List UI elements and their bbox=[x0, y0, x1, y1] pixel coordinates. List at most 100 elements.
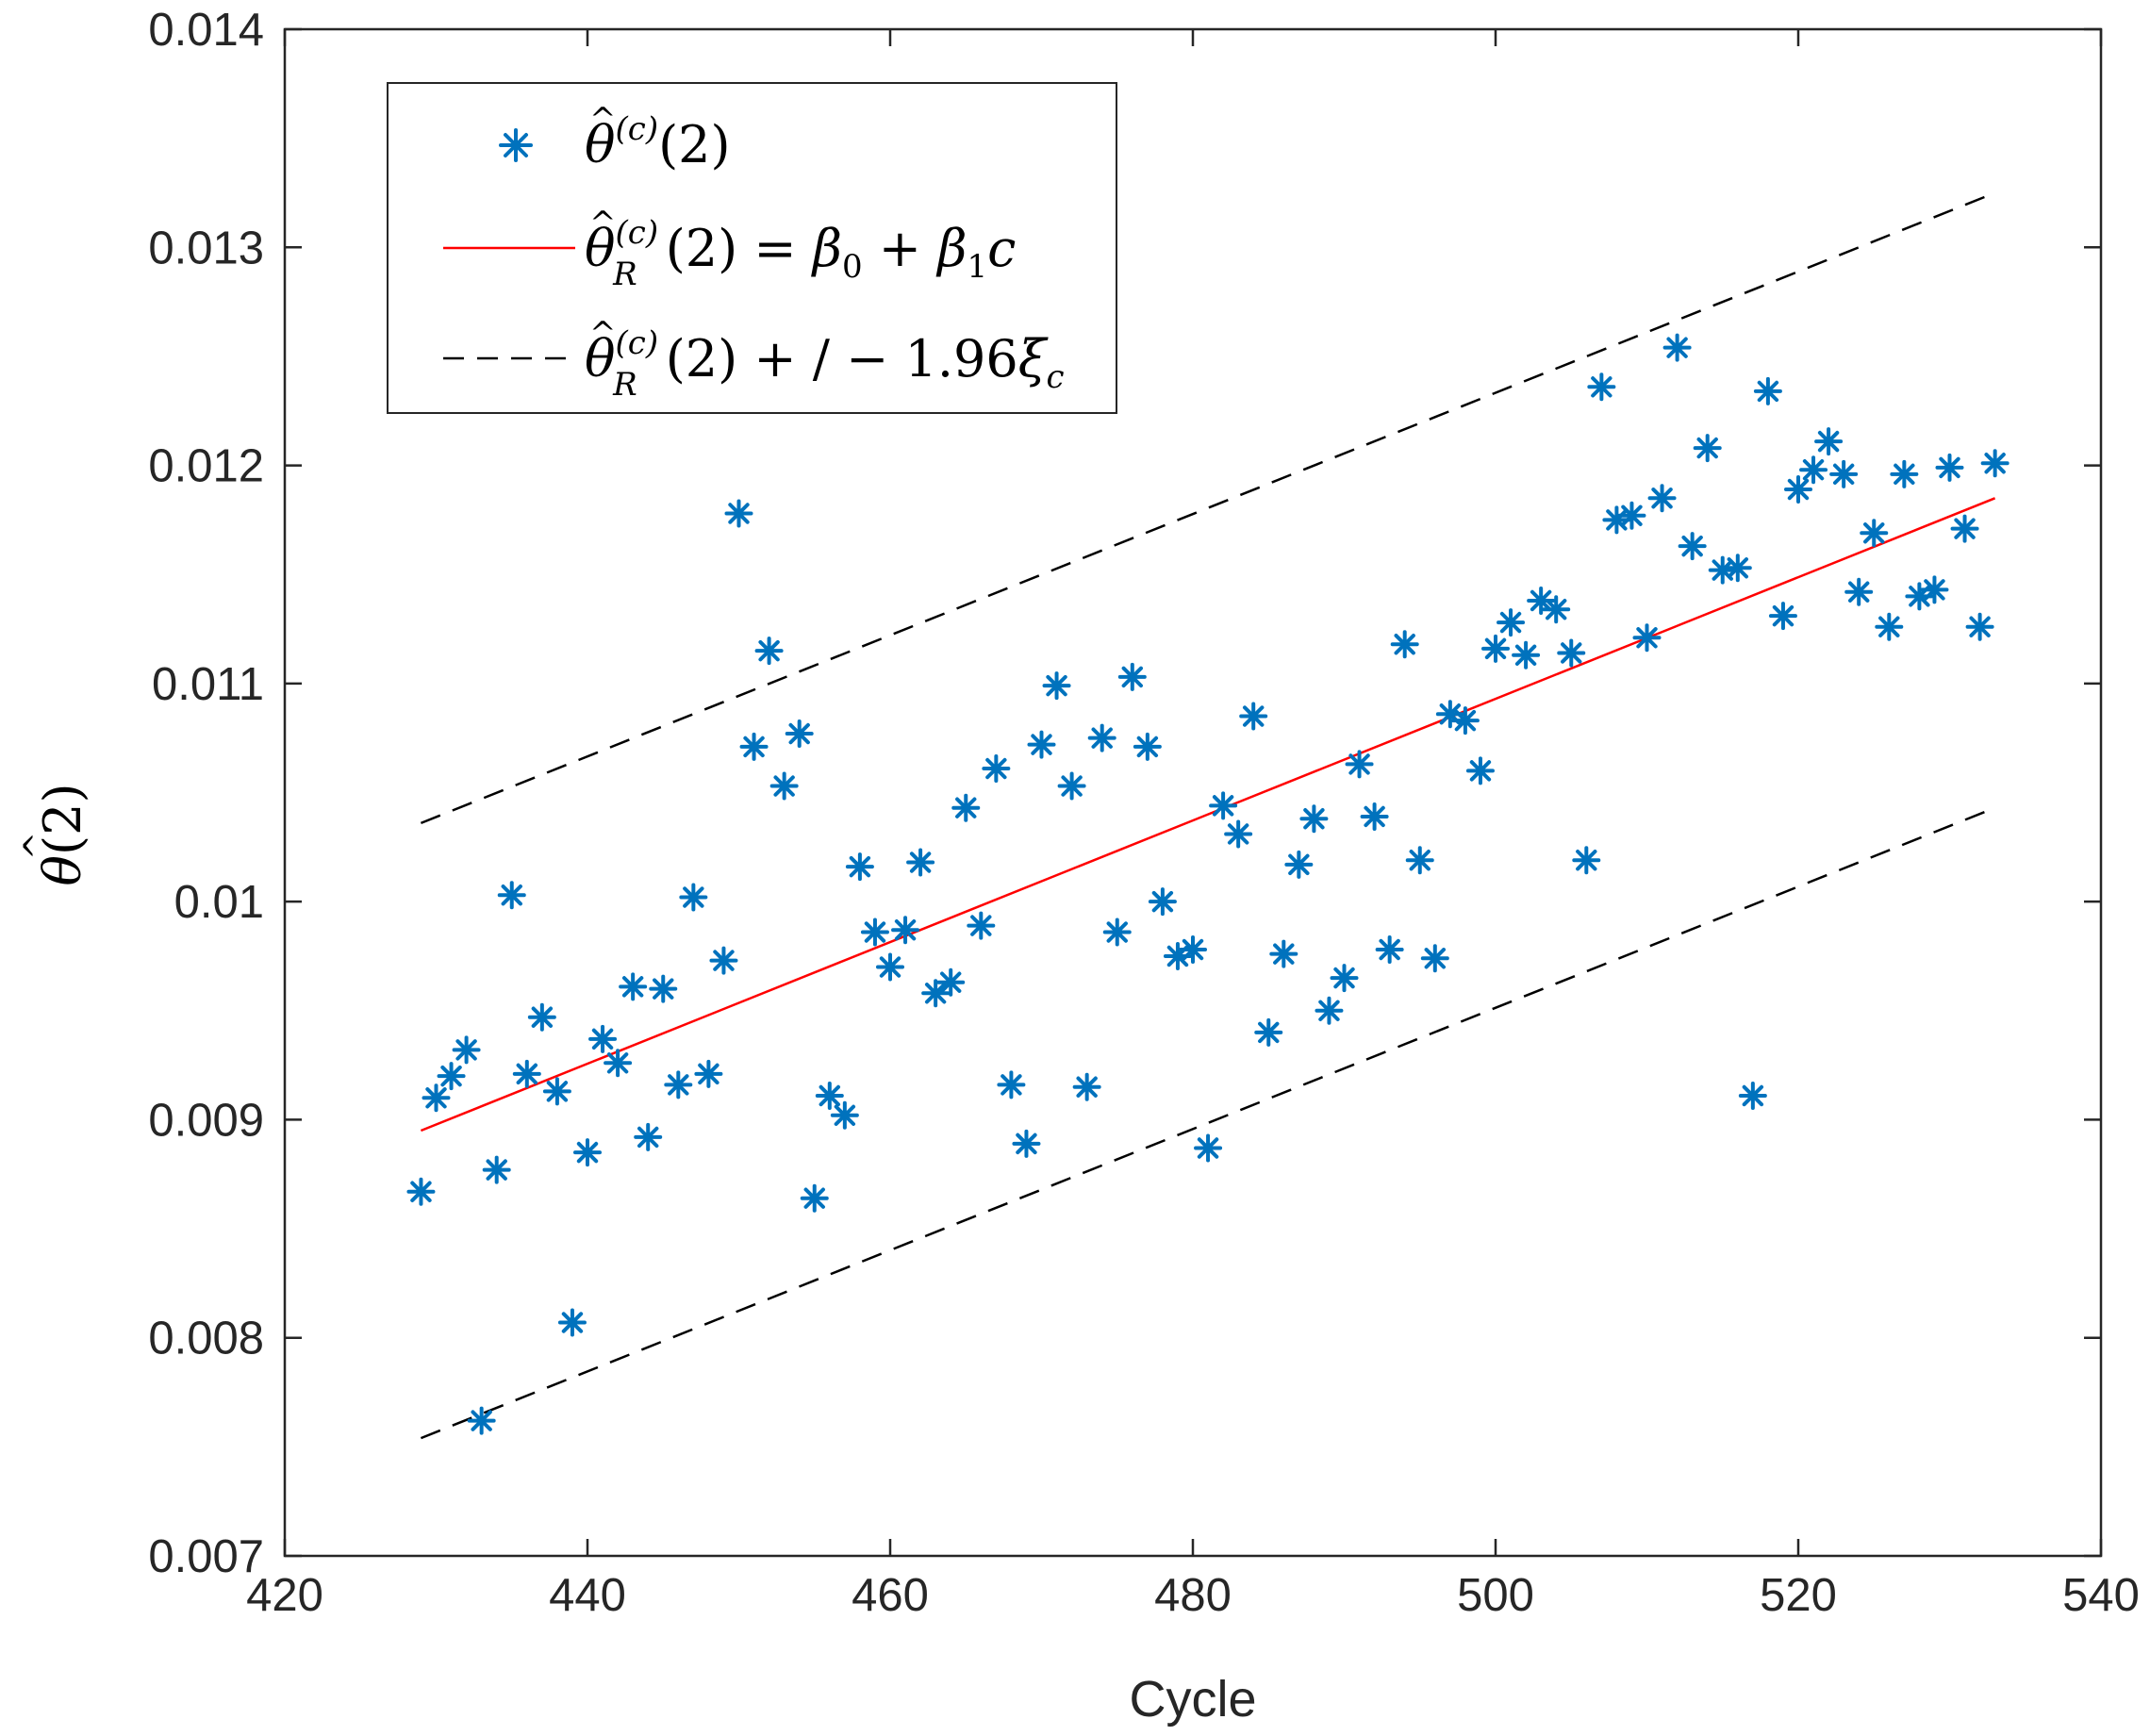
scatter-point bbox=[1194, 1133, 1223, 1163]
scatter-point bbox=[649, 974, 678, 1003]
scatter-point bbox=[1753, 376, 1782, 405]
ticks-layer: 420 440 460 480 500 520 540 0.007 0.008 0.009 0.01… bbox=[148, 5, 2140, 1621]
scatter-point bbox=[967, 911, 996, 940]
scatter-point bbox=[1662, 333, 1692, 362]
scatter-point bbox=[1375, 935, 1404, 965]
scatter-point bbox=[1814, 427, 1844, 456]
scatter-point bbox=[557, 1308, 587, 1337]
scatter-point bbox=[739, 732, 769, 761]
legend-scatter-marker bbox=[499, 128, 533, 162]
scatter-point bbox=[542, 1077, 571, 1106]
scatter-point bbox=[1844, 577, 1874, 606]
scatter-point bbox=[1542, 595, 1571, 624]
regression-line bbox=[420, 497, 1996, 1133]
scatter-point bbox=[1738, 1081, 1767, 1110]
scatter-point bbox=[1829, 459, 1859, 488]
scatter-point bbox=[936, 967, 966, 997]
scatter-point bbox=[1693, 434, 1722, 463]
scatter-point bbox=[1965, 612, 1994, 641]
scatter-point bbox=[1572, 846, 1601, 875]
scatter-point bbox=[467, 1406, 496, 1435]
scatter-point bbox=[1315, 996, 1344, 1025]
legend-entry-bounds: θ(c) R (2) + / − 1.96ξc ^ bbox=[443, 315, 1065, 404]
scatter-point bbox=[997, 1070, 1026, 1099]
x-tick-label: 460 bbox=[852, 1570, 929, 1621]
y-tick-label: 0.012 bbox=[148, 441, 264, 492]
marks-layer bbox=[406, 191, 2009, 1440]
scatter-point bbox=[1360, 802, 1389, 831]
y-tick-label: 0.013 bbox=[148, 223, 264, 273]
scatter-point bbox=[406, 1177, 436, 1206]
scatter-point bbox=[860, 918, 889, 947]
scatter-point bbox=[1087, 723, 1116, 752]
x-axis-title: Cycle bbox=[1129, 1671, 1256, 1728]
scatter-point bbox=[1875, 612, 1904, 641]
scatter-point bbox=[1647, 484, 1677, 513]
scatter-point bbox=[1557, 638, 1586, 668]
scatter-point bbox=[1269, 939, 1298, 968]
scatter-point bbox=[1148, 887, 1177, 917]
scatter-point bbox=[1481, 634, 1510, 663]
scatter-point bbox=[830, 1100, 859, 1130]
scatter-point bbox=[1420, 944, 1449, 973]
scatter-point bbox=[1799, 455, 1828, 485]
scatter-point bbox=[1117, 662, 1147, 691]
x-tick-label: 480 bbox=[1154, 1570, 1232, 1621]
y-tick-label: 0.009 bbox=[148, 1095, 264, 1146]
scatter-point bbox=[1784, 475, 1812, 504]
scatter-point bbox=[1632, 623, 1662, 653]
scatter-point bbox=[588, 1024, 618, 1053]
scatter-point bbox=[512, 1059, 541, 1088]
x-tick-label: 540 bbox=[2062, 1570, 2140, 1621]
y-axis-title: θ(2) ^ bbox=[18, 783, 92, 885]
scatter-point bbox=[619, 972, 648, 1001]
scatter-point bbox=[1617, 501, 1646, 530]
scatter-point bbox=[1042, 671, 1071, 701]
scatter-point bbox=[573, 1138, 602, 1167]
upper-bound-line bbox=[420, 191, 1996, 825]
scatter-point bbox=[1768, 602, 1797, 631]
scatter-point bbox=[1012, 1129, 1041, 1158]
scatter-point bbox=[1027, 730, 1056, 759]
scatter-point bbox=[452, 1035, 481, 1065]
legend: θ(c)(2) ^ θ(c) R (2) = β0 + β1c ^ θ(c) R (2)… bbox=[387, 82, 1117, 414]
legend-entry-scatter: θ(c)(2) ^ bbox=[499, 101, 731, 174]
scatter-point bbox=[1133, 732, 1162, 761]
scatter-point bbox=[906, 848, 935, 877]
scatter-point bbox=[634, 1122, 663, 1151]
y-tick-label: 0.01 bbox=[174, 877, 264, 928]
scatter-point bbox=[951, 793, 981, 822]
scatter-point bbox=[1450, 706, 1480, 736]
scatter-point bbox=[604, 1049, 633, 1078]
scatter-point bbox=[891, 916, 920, 945]
scatter-point bbox=[1980, 449, 2009, 478]
scatter-point bbox=[1950, 514, 1979, 543]
scatter-point bbox=[815, 1081, 844, 1110]
scatter-point bbox=[679, 883, 708, 912]
scatter-point bbox=[1330, 964, 1359, 993]
x-tick-label: 500 bbox=[1457, 1570, 1534, 1621]
scatter-point bbox=[1405, 846, 1434, 875]
y-axis-title-text: θ(2) bbox=[33, 783, 92, 885]
scatter-point bbox=[1920, 575, 1949, 604]
scatter-point bbox=[1587, 372, 1616, 402]
scatter-point bbox=[1860, 519, 1889, 548]
x-tick-label: 440 bbox=[549, 1570, 626, 1621]
scatter-point bbox=[1179, 935, 1207, 965]
x-tick-label: 420 bbox=[246, 1570, 323, 1621]
scatter-point bbox=[437, 1062, 466, 1091]
scatter-point bbox=[845, 852, 874, 882]
legend-bounds-label: θ(c) R (2) + / − 1.96ξc bbox=[585, 324, 1065, 404]
y-axis-title-hat: ^ bbox=[18, 832, 57, 860]
scatter-point bbox=[754, 637, 784, 666]
scatter-point bbox=[709, 946, 738, 975]
scatter-point bbox=[664, 1070, 693, 1099]
scatter-point bbox=[422, 1083, 451, 1113]
legend-scatter-label-hat: ^ bbox=[589, 101, 617, 139]
scatter-point bbox=[1512, 640, 1541, 670]
scatter-point bbox=[800, 1183, 829, 1213]
scatter-point bbox=[1299, 804, 1329, 834]
scatter-point bbox=[1072, 1072, 1101, 1101]
y-tick-label: 0.014 bbox=[148, 5, 264, 56]
